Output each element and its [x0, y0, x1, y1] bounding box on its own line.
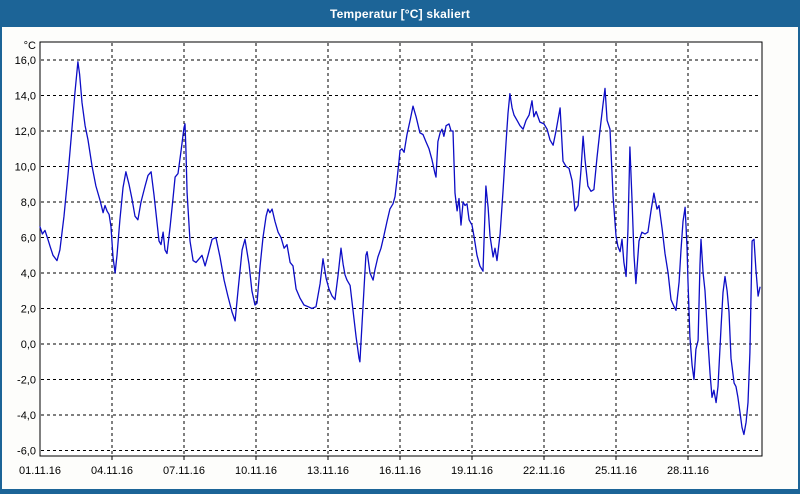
x-tick-label: 07.11.16: [163, 465, 205, 477]
temperature-series-line: [39, 61, 761, 436]
x-tick-label: 10.11.16: [235, 465, 277, 477]
y-tick-label: -4,0: [17, 410, 36, 422]
x-tick-label: 19.11.16: [451, 465, 493, 477]
horizontal-gridlines: [41, 59, 761, 451]
x-tick-label: 16.11.16: [379, 465, 421, 477]
x-tick-label: 25.11.16: [595, 465, 637, 477]
y-tick-label: 12,0: [15, 126, 36, 138]
window-title: Temperatur [°C] skaliert: [329, 6, 471, 21]
y-tick-label: 10,0: [15, 162, 36, 174]
x-axis-tick-labels: 01.11.16 04.11.16 07.11.16 10.11.16 13.11.16…: [19, 465, 709, 477]
y-tick-label: 16,0: [15, 55, 36, 67]
y-axis-unit-label: °C: [24, 40, 36, 52]
y-axis-tick-labels: 16,0 14,0 12,0 10,0 8,0 6,0 4,0 2,0 0,0 -2,0 -4,0 -…: [15, 55, 36, 458]
x-tick-label: 04.11.16: [91, 465, 133, 477]
x-tick-label: 13.11.16: [307, 465, 349, 477]
x-tick-label: 22.11.16: [523, 465, 565, 477]
x-tick-label: 01.11.16: [19, 465, 61, 477]
y-tick-label: 6,0: [21, 233, 36, 245]
window-titlebar: Temperatur [°C] skaliert: [0, 0, 800, 27]
y-tick-label: 0,0: [21, 339, 36, 351]
y-tick-label: 2,0: [21, 304, 36, 316]
y-tick-label: 8,0: [21, 197, 36, 209]
x-tick-label: 28.11.16: [667, 465, 709, 477]
window-border-right: [798, 27, 800, 494]
y-tick-label: -2,0: [17, 375, 36, 387]
window-bottom-margin: [0, 494, 800, 500]
plot-area: [39, 41, 763, 457]
x-axis-ticks: [111, 456, 689, 460]
y-tick-label: -6,0: [17, 446, 36, 458]
y-tick-label: 4,0: [21, 268, 36, 280]
window-border-left: [0, 27, 2, 494]
window-border-bottom: [0, 489, 800, 494]
y-tick-label: 14,0: [15, 91, 36, 103]
